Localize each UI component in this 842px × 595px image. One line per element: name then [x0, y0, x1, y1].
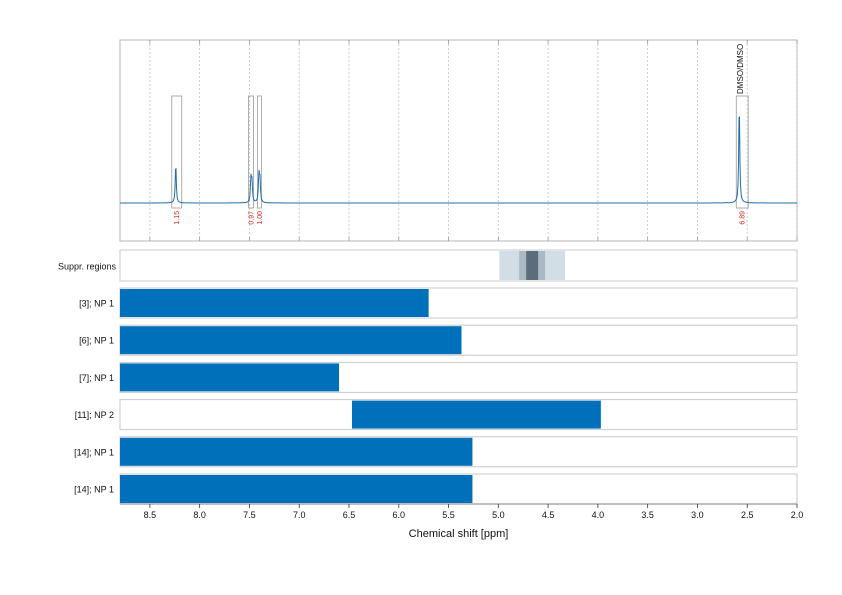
spectrum-panel: 1.15 0.97 1.00 6.89 DMSO/DMSO [119, 39, 798, 242]
x-tick-label: 2.0 [791, 510, 804, 520]
solvent-annotation: DMSO/DMSO [736, 44, 745, 94]
integration-label: 6.89 [740, 211, 747, 225]
region-bar [120, 475, 473, 503]
suppression-label: Suppr. regions [58, 262, 117, 272]
spectrum-frame [119, 39, 798, 242]
suppression-panel: Suppr. regions [58, 249, 798, 282]
region-bar [120, 326, 462, 355]
x-tick-label: 7.5 [243, 510, 256, 520]
x-tick-label: 7.0 [293, 510, 306, 520]
spectrum-ticks [149, 40, 798, 241]
region-label: [14]; NP 1 [74, 447, 114, 457]
region-label: [3]; NP 1 [79, 299, 114, 309]
region-bar [120, 289, 429, 317]
x-tick-label: 4.0 [592, 510, 605, 520]
integration-box [735, 95, 749, 209]
x-tick-label: 6.5 [343, 510, 356, 520]
x-tick-label: 3.5 [641, 510, 654, 520]
region-row: [11]; NP 2 [75, 399, 798, 431]
region-row: [7]; NP 1 [79, 361, 798, 393]
x-tick-label: 5.0 [492, 510, 505, 520]
integration-labels: 1.15 0.97 1.00 6.89 [174, 211, 746, 225]
region-bar-panels: [3]; NP 1 [6]; NP 1 [7]; NP 1 [11]; NP 2 [14… [74, 287, 798, 505]
x-tick-label: 5.5 [442, 510, 455, 520]
integration-box [248, 95, 254, 209]
spectrum-line [120, 116, 797, 204]
region-bar [351, 400, 601, 429]
suppression-band [526, 251, 539, 280]
x-tick-label: 6.0 [393, 510, 406, 520]
integration-label: 1.00 [257, 211, 264, 225]
region-label: [14]; NP 1 [74, 485, 114, 495]
x-tick-label: 8.5 [144, 510, 157, 520]
region-label: [7]; NP 1 [79, 373, 114, 383]
region-bar [120, 363, 340, 392]
integration-boxes [171, 95, 749, 209]
region-label: [6]; NP 1 [79, 336, 114, 346]
region-row: [6]; NP 1 [79, 324, 798, 356]
spectrum-grid [149, 40, 798, 241]
integration-label: 1.15 [174, 211, 181, 225]
x-axis-title: Chemical shift [ppm] [409, 528, 509, 540]
integration-label: 0.97 [248, 211, 255, 225]
integration-box [256, 95, 262, 209]
region-label: [11]; NP 2 [75, 410, 114, 420]
region-row: [14]; NP 1 [74, 436, 798, 468]
region-row: [14]; NP 1 [74, 473, 798, 505]
region-bar [120, 437, 473, 466]
integration-box [171, 95, 183, 209]
x-axis: Chemical shift [ppm] 8.5 8.0 7.5 7.0 6.5 6.0 5… [120, 503, 804, 540]
region-row: [3]; NP 1 [79, 287, 798, 319]
x-tick-label: 4.5 [542, 510, 555, 520]
x-tick-label: 2.5 [741, 510, 754, 520]
suppression-frame [119, 249, 798, 282]
x-tick-label: 3.0 [691, 510, 704, 520]
x-tick-label: 8.0 [193, 510, 206, 520]
